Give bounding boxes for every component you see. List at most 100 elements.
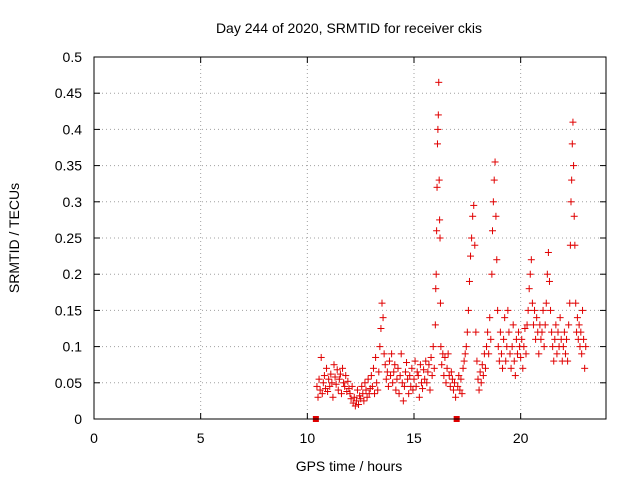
data-point (360, 397, 368, 405)
data-point (479, 372, 487, 380)
data-point (429, 343, 437, 351)
data-point (572, 299, 580, 307)
chart-title: Day 244 of 2020, SRMTID for receiver cki… (216, 20, 482, 36)
data-point (508, 343, 516, 351)
data-point (475, 386, 483, 394)
data-point (372, 353, 380, 361)
data-point (316, 386, 324, 394)
data-point (520, 343, 528, 351)
data-point (388, 350, 396, 358)
data-point (377, 325, 385, 332)
data-point (524, 306, 532, 314)
data-point (451, 379, 459, 387)
data-point (552, 321, 560, 329)
data-point (513, 350, 521, 358)
data-point (510, 357, 518, 365)
data-point (493, 256, 501, 264)
data-point (346, 390, 354, 398)
data-point (448, 375, 456, 383)
data-point (537, 335, 545, 343)
data-point (533, 314, 541, 322)
data-point (401, 368, 409, 376)
data-point (369, 364, 377, 372)
data-point (544, 248, 552, 256)
data-point (323, 364, 331, 372)
data-point (561, 350, 569, 358)
data-point (392, 386, 400, 394)
data-point (328, 379, 336, 387)
y-tick-label: 0.15 (55, 302, 82, 318)
data-point (351, 402, 359, 410)
data-point (515, 328, 523, 336)
data-point (330, 361, 338, 369)
data-point (390, 368, 398, 376)
data-point (422, 357, 430, 365)
data-point (578, 350, 586, 358)
data-point (540, 343, 548, 351)
data-point (486, 314, 494, 322)
data-point (397, 350, 405, 358)
data-point (373, 379, 381, 387)
data-point (505, 328, 513, 336)
data-point (362, 386, 370, 394)
data-point (381, 361, 389, 369)
data-point (315, 375, 323, 383)
data-point (547, 306, 555, 314)
data-point (411, 357, 419, 365)
data-point (371, 390, 379, 398)
data-point (517, 353, 525, 361)
data-point (409, 386, 417, 394)
data-point (405, 390, 413, 398)
data-point (461, 350, 469, 358)
data-point (579, 306, 587, 314)
data-point (526, 270, 534, 278)
data-point (543, 270, 551, 278)
data-point (464, 306, 472, 314)
data-point (359, 390, 367, 398)
data-point (317, 353, 325, 361)
data-point (395, 390, 403, 398)
data-point (416, 361, 424, 369)
data-point (368, 382, 376, 390)
data-point (495, 357, 503, 365)
data-point (342, 372, 350, 380)
x-tick-label: 20 (513, 430, 529, 446)
data-point (580, 335, 588, 343)
data-point (527, 256, 535, 264)
data-point (492, 212, 500, 220)
data-point (353, 386, 361, 394)
data-point (333, 366, 341, 374)
data-point (545, 277, 553, 285)
data-point (570, 212, 578, 220)
data-point (501, 314, 509, 322)
data-point (432, 285, 440, 293)
data-point (424, 368, 432, 376)
data-point (538, 328, 546, 336)
data-point (406, 372, 414, 380)
data-point (389, 379, 397, 387)
data-point (433, 183, 441, 191)
data-point (539, 306, 547, 314)
x-tick-label: 10 (300, 430, 316, 446)
data-point (434, 125, 442, 133)
data-point (525, 285, 533, 293)
data-point (531, 306, 539, 314)
y-tick-label: 0.2 (63, 266, 83, 282)
y-tick-label: 0.25 (55, 230, 82, 246)
data-point (314, 393, 322, 401)
data-point (494, 306, 502, 314)
data-point (375, 368, 383, 376)
data-point (336, 370, 344, 378)
data-point (509, 321, 517, 329)
data-point (404, 375, 412, 383)
data-point (352, 397, 360, 405)
data-point (423, 379, 431, 387)
data-point (324, 387, 332, 395)
data-point (563, 335, 571, 343)
data-point (468, 234, 476, 242)
data-point (438, 361, 446, 369)
data-point (457, 375, 465, 383)
data-point (382, 375, 390, 383)
